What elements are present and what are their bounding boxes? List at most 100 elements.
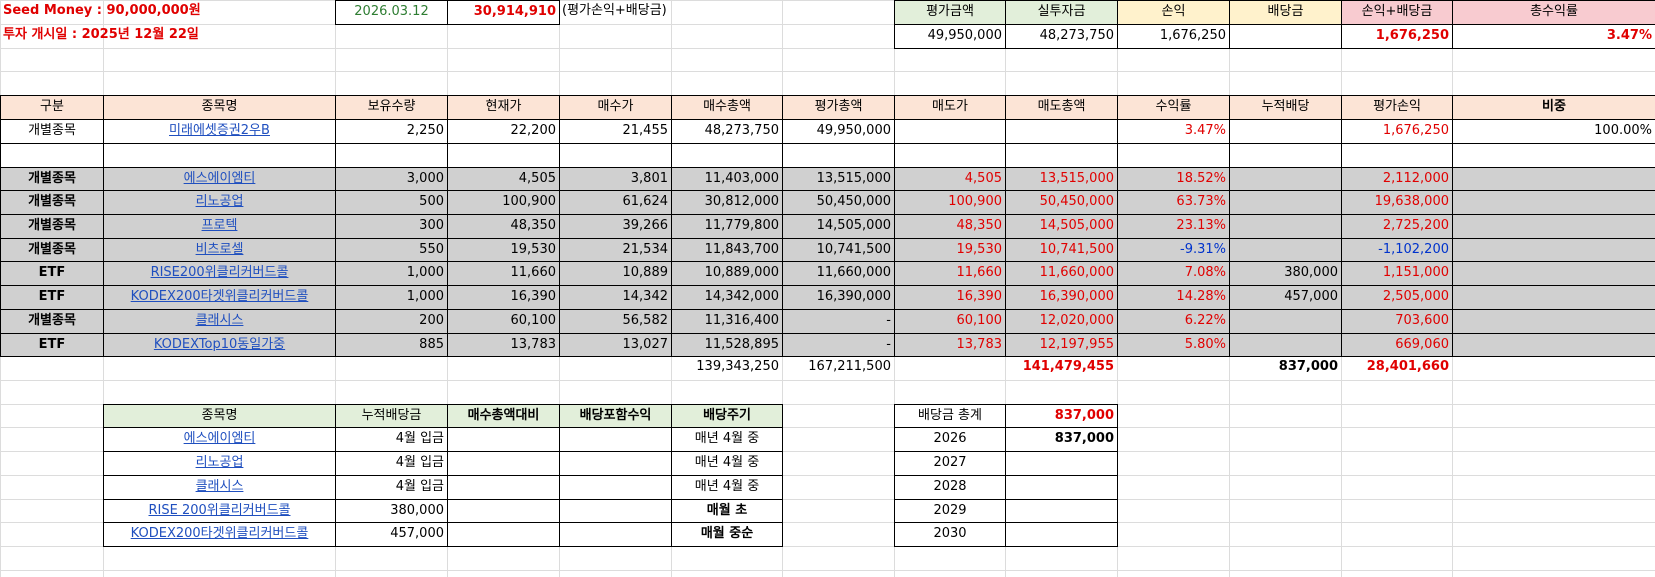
stock-name[interactable]: 클래시스 — [103, 309, 336, 334]
total-pnl: 28,401,660 — [1366, 359, 1449, 374]
empty-cell — [1005, 143, 1118, 168]
stock-link[interactable]: 프로텍 — [201, 218, 238, 233]
dividend-cell: 매월 초 — [671, 499, 783, 523]
table-cell — [894, 119, 1006, 144]
table-cell: 39,266 — [559, 214, 672, 239]
table-cell — [1452, 167, 1655, 191]
stock-link[interactable]: 에스에이엠티 — [183, 171, 256, 186]
stock-name[interactable]: KODEXTop10동일가중 — [103, 333, 336, 357]
table-cell: 10,889,000 — [671, 261, 783, 286]
dividend-stock-name[interactable]: 클래시스 — [103, 475, 336, 500]
stock-link[interactable]: 미래에셋증권2우B — [169, 123, 270, 138]
table-cell — [1229, 333, 1342, 357]
summary-value: 48,273,750 — [1005, 24, 1118, 49]
table-cell: 4,505 — [894, 167, 1006, 191]
dividend-cell — [559, 427, 672, 452]
table-cell: 10,741,500 — [1005, 238, 1118, 262]
table-cell: 500 — [335, 190, 448, 215]
dividend-cell: 매월 중순 — [671, 522, 783, 547]
dividend-stock-name[interactable]: 리노공업 — [103, 451, 336, 476]
stock-link[interactable]: 리노공업 — [195, 455, 244, 470]
dividend-header: 종목명 — [103, 404, 336, 428]
dividend-stock-name[interactable]: KODEX200타겟위클리커버드콜 — [103, 522, 336, 547]
dividend-stock-name[interactable]: RISE 200위클리커버드콜 — [103, 499, 336, 523]
stock-name[interactable]: 프로텍 — [103, 214, 336, 239]
dividend-cell — [447, 475, 560, 500]
summary-header: 손익 — [1117, 0, 1230, 25]
empty-cell — [671, 143, 783, 168]
table-cell: 300 — [335, 214, 448, 239]
stock-name[interactable]: RISE200위클리커버드콜 — [103, 261, 336, 286]
stock-link[interactable]: KODEX200타겟위클리커버드콜 — [130, 289, 309, 304]
stock-link[interactable]: RISE200위클리커버드콜 — [150, 265, 289, 280]
table-cell: 11,660 — [447, 261, 560, 286]
summary-header: 총수익률 — [1452, 0, 1655, 25]
gridline — [0, 380, 1655, 381]
stock-name[interactable]: KODEX200타겟위클리커버드콜 — [103, 285, 336, 310]
table-cell: 2,505,000 — [1341, 285, 1453, 310]
value-note: (평가손익+배당금) — [562, 3, 667, 18]
table-header: 보유수량 — [335, 95, 448, 120]
dividend-cell — [559, 451, 672, 476]
table-cell: 49,950,000 — [782, 119, 895, 144]
stock-link[interactable]: 리노공업 — [195, 194, 244, 209]
table-cell: 703,600 — [1341, 309, 1453, 334]
total-eval: 167,211,500 — [808, 359, 891, 374]
table-cell: 48,273,750 — [671, 119, 783, 144]
stock-link[interactable]: 클래시스 — [195, 313, 244, 328]
table-cell — [1229, 214, 1342, 239]
stock-link[interactable]: 비츠로셀 — [195, 242, 244, 257]
summary-header: 실투자금 — [1005, 0, 1118, 25]
stock-name[interactable]: 에스에이엠티 — [103, 167, 336, 191]
empty-cell — [1452, 143, 1655, 168]
table-cell: 48,350 — [447, 214, 560, 239]
table-cell — [1452, 333, 1655, 357]
table-header: 종목명 — [103, 95, 336, 120]
table-cell: 13,783 — [447, 333, 560, 357]
table-cell: 13,027 — [559, 333, 672, 357]
dividend-year-amount — [1005, 451, 1118, 476]
report-date: 2026.03.12 — [335, 0, 448, 25]
table-cell: 개별종목 — [0, 238, 104, 262]
summary-header: 배당금 — [1229, 0, 1342, 25]
stock-link[interactable]: RISE 200위클리커버드콜 — [148, 503, 291, 518]
table-cell: 6.22% — [1117, 309, 1230, 334]
table-cell: 3.47% — [1117, 119, 1230, 144]
table-cell: 23.13% — [1117, 214, 1230, 239]
dividend-stock-name[interactable]: 에스에이엠티 — [103, 427, 336, 452]
table-cell: 개별종목 — [0, 167, 104, 191]
table-cell: 16,390,000 — [1005, 285, 1118, 310]
table-cell: 13,515,000 — [1005, 167, 1118, 191]
stock-link[interactable]: 클래시스 — [195, 479, 244, 494]
table-cell: 4,505 — [447, 167, 560, 191]
table-header: 매수가 — [559, 95, 672, 120]
gridline — [0, 451, 1655, 452]
table-cell: 10,741,500 — [782, 238, 895, 262]
table-cell: 48,350 — [894, 214, 1006, 239]
empty-cell — [0, 143, 104, 168]
table-cell: 200 — [335, 309, 448, 334]
table-cell — [1452, 214, 1655, 239]
table-header: 구분 — [0, 95, 104, 120]
stock-link[interactable]: KODEX200타겟위클리커버드콜 — [130, 526, 309, 541]
dividend-cell — [559, 475, 672, 500]
dividend-total-label: 배당금 총계 — [894, 404, 1006, 428]
dividend-cell — [559, 499, 672, 523]
stock-link[interactable]: 에스에이엠티 — [183, 431, 256, 446]
table-cell: 11,316,400 — [671, 309, 783, 334]
table-cell: 14,342 — [559, 285, 672, 310]
stock-name[interactable]: 비츠로셀 — [103, 238, 336, 262]
stock-name[interactable]: 미래에셋증권2우B — [103, 119, 336, 144]
stock-link[interactable]: KODEXTop10동일가중 — [153, 337, 286, 352]
table-cell: 11,403,000 — [671, 167, 783, 191]
table-cell: 30,812,000 — [671, 190, 783, 215]
stock-name[interactable]: 리노공업 — [103, 190, 336, 215]
empty-cell — [559, 143, 672, 168]
table-cell: 2,112,000 — [1341, 167, 1453, 191]
table-cell: 3,000 — [335, 167, 448, 191]
table-cell: 19,530 — [894, 238, 1006, 262]
table-cell: 1,000 — [335, 261, 448, 286]
dividend-cell: 380,000 — [335, 499, 448, 523]
table-header: 비중 — [1452, 95, 1655, 120]
table-cell: 개별종목 — [0, 119, 104, 144]
